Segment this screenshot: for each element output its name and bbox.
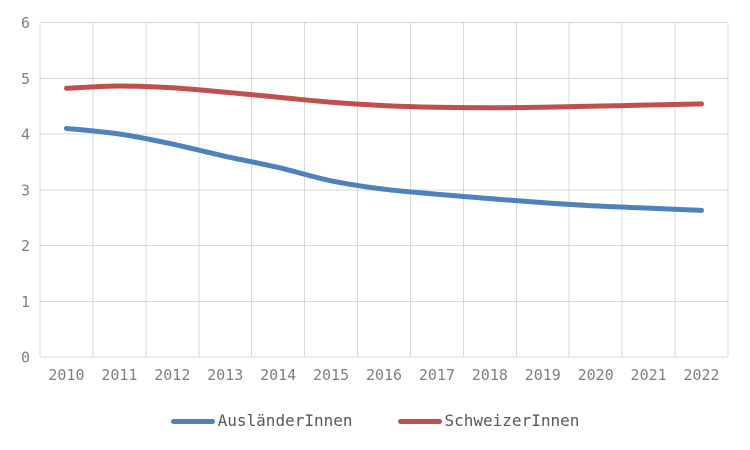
y-axis-tick-label: 5	[21, 70, 30, 88]
x-axis-tick-label: 2015	[313, 366, 349, 384]
x-axis-tick-label: 2020	[578, 366, 614, 384]
x-axis-tick-label: 2012	[154, 366, 190, 384]
x-axis-tick-label: 2021	[631, 366, 667, 384]
x-axis-tick-label: 2018	[472, 366, 508, 384]
x-axis-tick-label: 2013	[207, 366, 243, 384]
y-axis-tick-label: 4	[21, 126, 30, 144]
x-axis-tick-label: 2017	[419, 366, 455, 384]
series-line-auslaenderinnen[interactable]	[63, 125, 705, 213]
x-axis-tick-label: 2019	[525, 366, 561, 384]
legend-swatch-red-line	[397, 418, 442, 424]
x-axis-tick-label: 2016	[366, 366, 402, 384]
x-axis-tick-label: 2010	[48, 366, 84, 384]
legend-item-auslaenderinnen[interactable]: AusländerInnen	[170, 411, 353, 430]
y-axis-tick-label: 6	[21, 14, 30, 32]
legend-item-schweizerinnen[interactable]: SchweizerInnen	[397, 411, 580, 430]
series-line-schweizerinnen[interactable]	[63, 83, 705, 111]
legend-swatch-blue-line	[170, 418, 215, 424]
x-axis-tick-label: 2014	[260, 366, 296, 384]
x-axis-tick-label: 2011	[101, 366, 137, 384]
x-axis-tick-label: 2022	[683, 366, 719, 384]
chart-legend: AusländerInnen SchweizerInnen	[0, 408, 750, 434]
y-axis-tick-label: 0	[21, 349, 30, 367]
y-axis-tick-label: 2	[21, 237, 30, 255]
legend-label: SchweizerInnen	[444, 411, 580, 430]
y-axis-tick-label: 1	[21, 293, 30, 311]
y-axis-tick-label: 3	[21, 181, 30, 199]
legend-label: AusländerInnen	[217, 411, 353, 430]
